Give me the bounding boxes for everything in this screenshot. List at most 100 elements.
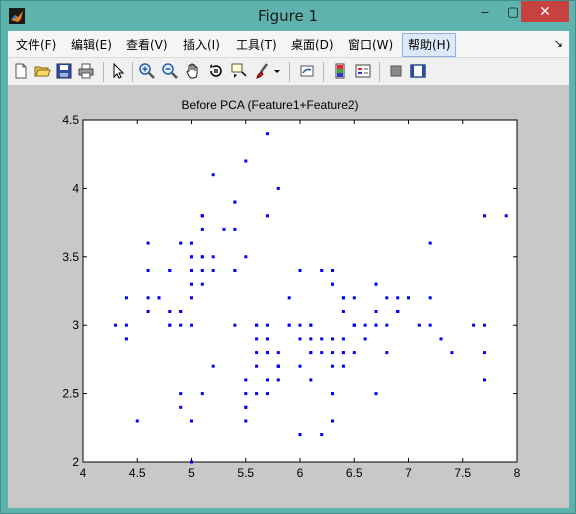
close-button[interactable]: ✕ <box>521 1 569 22</box>
menu-tools[interactable]: 工具(T) <box>236 38 277 52</box>
data-point <box>298 323 302 327</box>
menu-desktop[interactable]: 桌面(D) <box>291 38 334 52</box>
data-point <box>211 364 215 368</box>
data-point <box>168 310 172 313</box>
data-point <box>190 269 193 272</box>
legend-icon[interactable] <box>354 62 372 80</box>
y-tick-label: 3.5 <box>62 250 79 264</box>
data-point <box>190 241 193 245</box>
data-point <box>200 227 204 231</box>
data-point <box>374 392 378 396</box>
menu-file[interactable]: 文件(F) <box>16 38 57 52</box>
title-bar[interactable]: Figure 1 – ▢ ✕ <box>1 1 575 31</box>
data-point <box>374 310 378 313</box>
toolbar-separator <box>379 62 380 82</box>
scatter-chart[interactable]: Before PCA (Feature1+Feature2) 4 4.5 5 5.5 6… <box>8 86 569 508</box>
menu-view[interactable]: 查看(V) <box>126 38 168 52</box>
data-point <box>255 323 259 327</box>
menu-edit[interactable]: 编辑(E) <box>71 38 112 52</box>
edit-plot-icon[interactable] <box>109 62 127 80</box>
menu-help[interactable]: 帮助(H) <box>402 33 457 57</box>
data-point <box>233 227 237 231</box>
data-point <box>341 296 345 300</box>
data-point <box>320 337 324 341</box>
brush-icon[interactable] <box>253 62 271 80</box>
maximize-button[interactable]: ▢ <box>506 4 520 19</box>
menu-window[interactable]: 窗口(W) <box>348 38 394 52</box>
data-point <box>483 351 486 355</box>
open-file-icon[interactable] <box>33 62 51 80</box>
data-point <box>222 227 226 231</box>
data-cursor-icon[interactable] <box>230 62 248 80</box>
data-point <box>439 337 443 341</box>
data-point <box>266 378 269 382</box>
data-point <box>266 351 269 355</box>
data-point <box>331 392 334 396</box>
data-point <box>244 378 248 382</box>
data-point <box>146 269 150 272</box>
menu-bar: 文件(F) 编辑(E) 查看(V) 插入(I) 工具(T) 桌面(D) 窗口(W… <box>8 31 569 58</box>
data-point <box>179 241 183 245</box>
data-point <box>276 186 280 190</box>
print-icon[interactable] <box>77 62 95 80</box>
x-tick-label: 8 <box>514 466 521 480</box>
minimize-button[interactable]: – <box>481 4 489 19</box>
data-point <box>331 351 334 355</box>
hide-plot-tools-icon[interactable] <box>387 62 405 80</box>
pan-icon[interactable] <box>184 62 202 80</box>
save-icon[interactable] <box>55 62 73 80</box>
data-point <box>309 337 313 341</box>
menu-dock-icon[interactable]: ↘ <box>553 38 563 50</box>
data-point <box>352 296 356 300</box>
data-point <box>244 405 248 409</box>
data-point <box>200 214 204 218</box>
y-tick-label: 2 <box>72 455 79 469</box>
data-point <box>472 323 476 327</box>
data-point <box>190 255 193 259</box>
data-point <box>255 351 259 355</box>
data-point <box>266 392 269 396</box>
menu-insert[interactable]: 插入(I) <box>183 38 220 52</box>
data-point <box>363 337 367 341</box>
data-point <box>417 323 421 327</box>
zoom-out-icon[interactable] <box>161 62 179 80</box>
figure-canvas: Before PCA (Feature1+Feature2) 4 4.5 5 5.5 6… <box>8 86 569 508</box>
data-point <box>266 132 269 136</box>
data-point <box>190 419 193 423</box>
data-point <box>179 392 183 396</box>
data-point <box>255 337 259 341</box>
data-point <box>287 296 291 300</box>
data-point <box>179 323 183 327</box>
matlab-logo-icon <box>9 8 25 24</box>
data-point <box>211 173 215 177</box>
zoom-in-icon[interactable] <box>138 62 156 80</box>
link-plot-icon[interactable] <box>298 62 316 80</box>
colorbar-icon[interactable] <box>331 62 349 80</box>
data-point <box>266 337 269 341</box>
new-figure-icon[interactable] <box>12 62 30 80</box>
y-tick-label: 4 <box>72 181 79 195</box>
data-point <box>276 351 280 355</box>
x-tick-label: 4.5 <box>129 466 146 480</box>
data-point <box>450 351 454 355</box>
toolbar-separator <box>132 62 133 82</box>
x-tick-label: 7 <box>405 466 412 480</box>
rotate-3d-icon[interactable] <box>207 62 225 80</box>
data-point <box>298 433 302 437</box>
axes-background <box>82 119 518 463</box>
data-point <box>331 337 334 341</box>
data-point <box>309 351 313 355</box>
data-point <box>168 323 172 327</box>
data-point <box>341 310 345 313</box>
brush-dropdown-icon[interactable] <box>272 62 282 80</box>
data-point <box>287 323 291 327</box>
data-point <box>190 296 193 300</box>
data-point <box>233 323 237 327</box>
data-point <box>428 296 432 300</box>
show-plot-tools-icon[interactable] <box>409 62 427 80</box>
data-point <box>146 241 150 245</box>
toolbar-separator <box>103 62 104 82</box>
data-point <box>374 323 378 327</box>
x-tick-label: 5.5 <box>237 466 254 480</box>
